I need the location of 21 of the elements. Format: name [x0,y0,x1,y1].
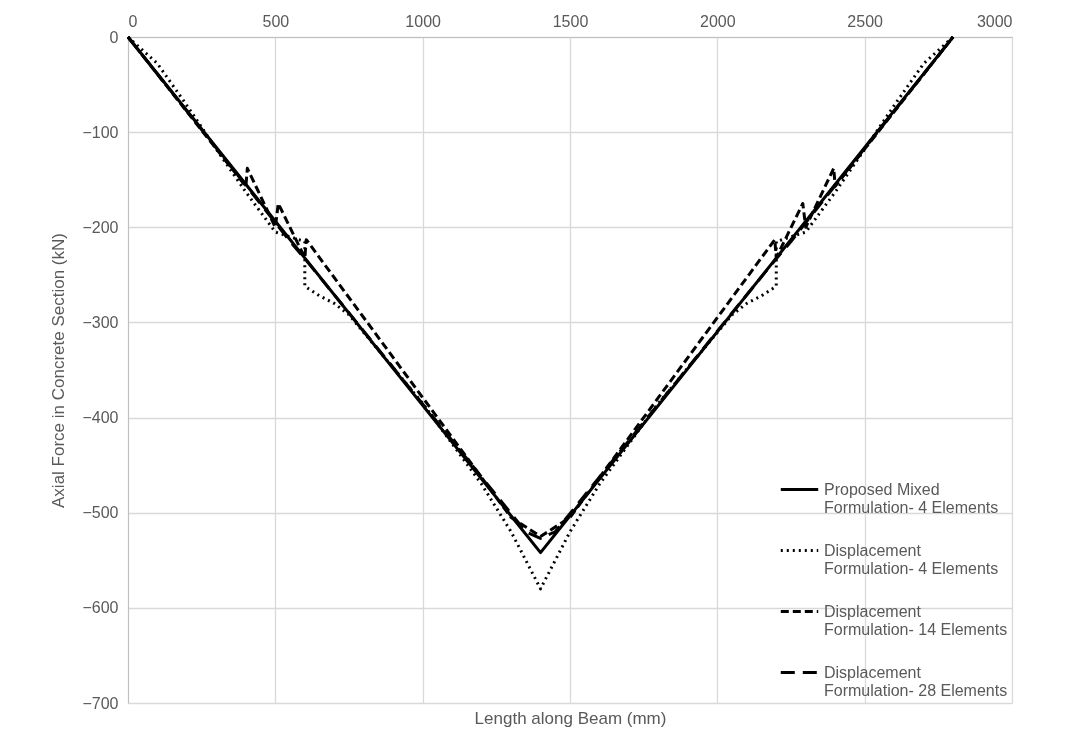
y-tick-label: −600 [82,599,119,617]
legend-label: Displacement Formulation- 28 Elements [824,663,1008,699]
y-tick-label: −300 [82,313,119,331]
x-tick-label: 3000 [976,12,1013,30]
legend-label: Proposed Mixed Formulation- 4 Elements [824,480,999,516]
legend-label: Displacement Formulation- 14 Elements [824,602,1008,638]
y-tick-label: −100 [82,123,119,141]
y-tick-label: −500 [82,504,119,522]
x-tick-label: 1500 [552,12,589,30]
x-tick-label: 0 [128,12,138,30]
y-tick-label: −200 [82,218,119,236]
x-tick-label: 2000 [700,12,736,30]
y-tick-label: −400 [82,409,119,427]
legend-label: Displacement Formulation- 4 Elements [824,541,999,577]
x-axis-title: Length along Beam (mm) [474,708,667,728]
x-tick-label: 2500 [847,12,884,30]
x-tick-label: 500 [262,12,290,30]
x-tick-label: 1000 [405,12,442,30]
y-tick-label: 0 [109,28,119,46]
y-tick-label: −700 [82,694,119,712]
y-axis-title: Axial Force in Concrete Section (kN) [49,233,69,508]
